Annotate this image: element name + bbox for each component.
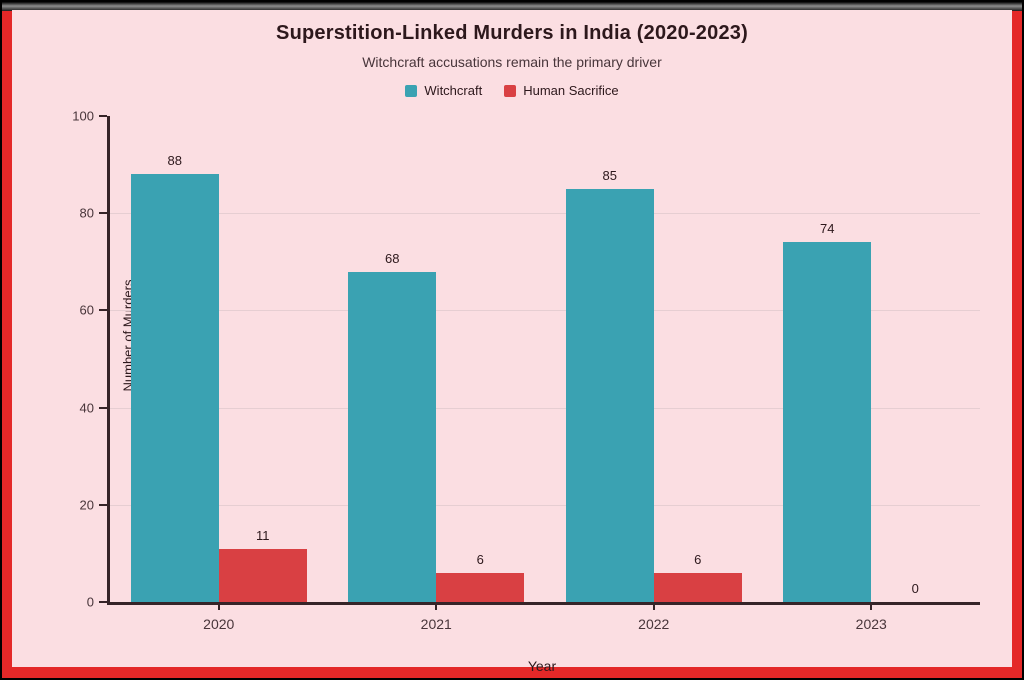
x-axis-tick (435, 602, 438, 610)
y-axis-tick (99, 503, 107, 506)
legend-label: Witchcraft (424, 83, 483, 98)
bar-value-label: 85 (602, 167, 617, 183)
window-top-edge (2, 2, 1022, 11)
y-axis-tick (99, 212, 107, 215)
bar-human-sacrifice: 6 (653, 552, 742, 602)
legend: Witchcraft Human Sacrifice (12, 83, 1012, 98)
legend-swatch-icon (504, 84, 517, 97)
plot-area: Number of Murders 0 20 40 60 80 100 88 11 2020 68… (72, 109, 980, 632)
chart-canvas: Superstition-Linked Murders in India (20… (12, 10, 1012, 674)
chart-subtitle: Witchcraft accusations remain the primar… (362, 54, 662, 70)
bar-group: 88 11 (130, 116, 307, 602)
legend-item: Witchcraft (405, 83, 482, 98)
bar-value-label: 68 (385, 250, 400, 266)
bar-witchcraft: 74 (783, 221, 872, 602)
bar-value-label: 6 (694, 551, 702, 567)
x-tick-label: 2021 (420, 616, 452, 632)
x-tick-label: 2022 (638, 616, 670, 632)
legend-item: Human Sacrifice (504, 83, 619, 98)
y-tick-label: 100 (72, 108, 94, 124)
bar-witchcraft: 88 (130, 153, 219, 602)
bar-group: 85 6 (565, 116, 742, 602)
x-axis-title: Year (527, 658, 557, 674)
bar-value-label: 88 (167, 153, 182, 169)
y-axis-tick (99, 115, 107, 117)
bar-human-sacrifice: 6 (436, 552, 525, 602)
legend-swatch-icon (405, 84, 418, 97)
x-tick-label: 2023 (855, 616, 887, 632)
y-tick-label: 20 (79, 497, 94, 513)
bar-value-label: 11 (256, 527, 270, 543)
bar-witchcraft: 68 (348, 251, 437, 602)
x-axis-tick (652, 602, 655, 610)
bar-group: 74 0 (783, 116, 959, 602)
y-tick-label: 80 (79, 205, 94, 221)
bar-group: 68 6 (348, 116, 525, 602)
y-tick-label: 0 (86, 594, 94, 610)
x-tick-label: 2020 (203, 616, 235, 632)
bar-human-sacrifice: 11 (218, 528, 307, 602)
gridline (110, 407, 980, 409)
bar-value-label: 0 (911, 581, 919, 596)
y-axis-tick (99, 601, 107, 603)
x-axis-tick (870, 602, 873, 610)
gridline (110, 504, 980, 506)
x-axis-tick (217, 602, 220, 610)
gridline (110, 310, 980, 312)
chart-title: Superstition-Linked Murders in India (20… (276, 22, 748, 44)
bar-value-label: 74 (820, 221, 835, 237)
bar-value-label: 6 (476, 551, 484, 567)
gridline (110, 213, 980, 215)
legend-label: Human Sacrifice (523, 83, 619, 98)
bar-witchcraft: 85 (565, 168, 654, 602)
y-axis-tick (99, 406, 107, 409)
y-tick-label: 60 (79, 302, 94, 318)
y-axis-tick (99, 309, 107, 312)
y-tick-label: 40 (79, 400, 94, 416)
